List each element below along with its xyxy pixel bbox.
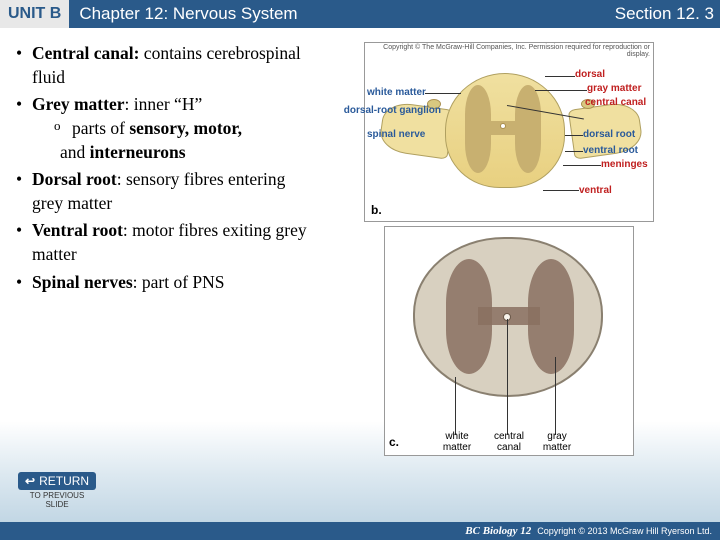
spinal-cord-photo: white matter central canal gray matter c… <box>384 226 634 456</box>
bullet-ventral-root: Ventral root: motor fibres exiting grey … <box>14 219 314 266</box>
bullet-spinal-nerves: Spinal nerves: part of PNS <box>14 271 314 295</box>
label-central-canal: central canal <box>585 97 646 108</box>
spinal-cord-diagram: Copyright © The McGraw-Hill Companies, I… <box>364 42 654 222</box>
unit-badge: UNIT B <box>0 0 69 28</box>
section-label: Section 12. 3 <box>615 4 720 24</box>
plabel-central-canal: central canal <box>489 431 529 453</box>
term: Grey matter <box>32 94 124 114</box>
sub-list: parts of sensory, motor, <box>32 117 314 141</box>
pleader-gray <box>555 357 556 435</box>
sub-b2: interneurons <box>90 142 186 162</box>
content-area: Central canal: contains cerebrospinal fl… <box>0 28 720 456</box>
sub-pre: parts of <box>72 118 129 138</box>
central-canal-dot <box>500 123 506 129</box>
return-caption-l2: SLIDE <box>45 500 68 509</box>
text-column: Central canal: contains cerebrospinal fl… <box>14 42 314 456</box>
bullet-list: Central canal: contains cerebrospinal fl… <box>14 42 314 294</box>
label-dorsal-root: dorsal root <box>583 129 635 140</box>
panel-label-c: c. <box>389 435 399 449</box>
rest: : inner “H” <box>124 94 202 114</box>
leader-ventral <box>543 190 579 191</box>
leader-meninges <box>563 165 601 166</box>
sub-bullet: parts of sensory, motor, <box>54 117 314 141</box>
grey-matter-h <box>463 85 543 175</box>
pleader-canal <box>507 319 508 435</box>
return-area: ↩ RETURN TO PREVIOUS SLIDE <box>18 472 96 510</box>
diagram-copyright: Copyright © The McGraw-Hill Companies, I… <box>365 43 653 59</box>
term: Dorsal root <box>32 169 117 189</box>
return-button[interactable]: ↩ RETURN <box>18 472 96 490</box>
rest: : part of PNS <box>133 272 225 292</box>
chapter-title: Chapter 12: Nervous System <box>69 4 614 24</box>
leader-white <box>425 93 461 94</box>
sub-b1: sensory, motor, <box>129 118 242 138</box>
plabel-white-matter: white matter <box>437 431 477 453</box>
label-dorsal: dorsal <box>575 69 605 80</box>
panel-label-b: b. <box>371 203 382 217</box>
leader-ventral-root <box>565 151 583 152</box>
leader-dorsal-root <box>565 135 583 136</box>
pleader-white <box>455 377 456 435</box>
bullet-grey-matter: Grey matter: inner “H” parts of sensory,… <box>14 93 314 164</box>
term: Ventral root <box>32 220 123 240</box>
sub-cont: and interneurons <box>32 141 314 165</box>
label-ventral: ventral <box>579 185 612 196</box>
plabel-gray-matter: gray matter <box>537 431 577 453</box>
term: Spinal nerves <box>32 272 133 292</box>
footer-book-title: BC Biology 12 <box>465 525 531 537</box>
leader-dorsal <box>545 76 575 77</box>
label-drg: dorsal-root ganglion <box>335 105 441 116</box>
slide: UNIT B Chapter 12: Nervous System Sectio… <box>0 0 720 540</box>
image-column: Copyright © The McGraw-Hill Companies, I… <box>314 42 704 456</box>
footer-copyright: Copyright © 2013 McGraw Hill Ryerson Ltd… <box>537 526 712 536</box>
label-meninges: meninges <box>601 159 648 170</box>
bullet-dorsal-root: Dorsal root: sensory fibres entering gre… <box>14 168 314 215</box>
label-spinal-nerve: spinal nerve <box>367 129 425 140</box>
return-label: RETURN <box>39 474 89 488</box>
return-arrow-icon: ↩ <box>25 474 35 488</box>
term: Central canal: <box>32 43 139 63</box>
return-caption: TO PREVIOUS SLIDE <box>18 492 96 510</box>
bullet-central-canal: Central canal: contains cerebrospinal fl… <box>14 42 314 89</box>
footer-bar: BC Biology 12 Copyright © 2013 McGraw Hi… <box>0 522 720 540</box>
header-bar: UNIT B Chapter 12: Nervous System Sectio… <box>0 0 720 28</box>
label-gray-matter: gray matter <box>587 83 641 94</box>
sub-mid: and <box>60 142 90 162</box>
leader-gray <box>535 90 587 91</box>
return-caption-l1: TO PREVIOUS <box>30 491 85 500</box>
label-ventral-root: ventral root <box>583 145 638 156</box>
